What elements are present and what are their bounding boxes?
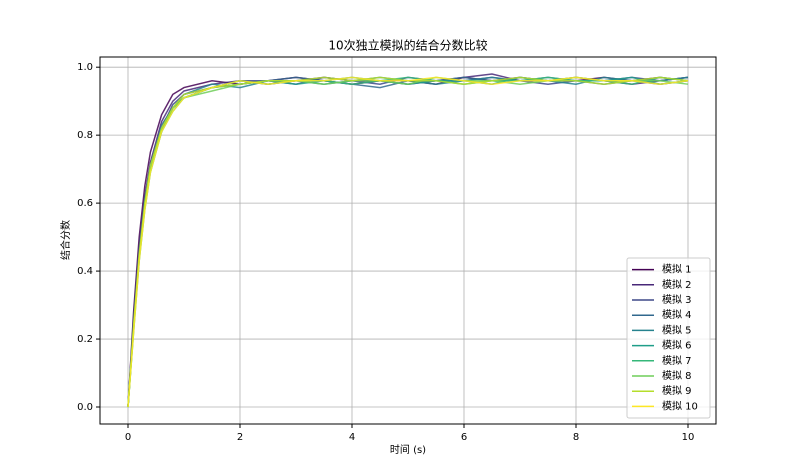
y-tick-label: 0.0 <box>77 402 93 413</box>
y-tick-label: 0.8 <box>77 130 93 141</box>
y-axis-label: 结合分数 <box>59 220 72 260</box>
y-tick-label: 0.2 <box>77 334 93 345</box>
x-tick-label: 4 <box>349 432 355 443</box>
x-tick-label: 2 <box>237 432 243 443</box>
series-line <box>127 76 689 408</box>
legend-label: 模拟 4 <box>662 308 692 321</box>
x-tick-label: 6 <box>461 432 467 443</box>
x-tick-label: 10 <box>682 432 695 443</box>
plot-frame <box>99 56 717 425</box>
legend-label: 模拟 7 <box>662 354 692 367</box>
legend-label: 模拟 9 <box>662 384 692 397</box>
legend-label: 模拟 2 <box>662 278 692 291</box>
legend-label: 模拟 5 <box>662 323 692 336</box>
chart-title: 10次独立模拟的结合分数比较 <box>328 38 487 53</box>
y-tick-label: 0.4 <box>77 266 93 277</box>
y-tick-label: 0.6 <box>77 198 93 209</box>
legend: 模拟 1 模拟 2 模拟 3 模拟 4 模拟 5 模拟 6 模拟 7 模拟 8 模拟 9 模拟 1… <box>626 257 711 419</box>
legend-label: 模拟 8 <box>662 369 692 382</box>
y-tick-label: 1.0 <box>77 62 93 73</box>
legend-label: 模拟 1 <box>662 263 692 276</box>
legend-box <box>626 257 711 419</box>
legend-label: 模拟 10 <box>662 399 698 412</box>
x-tick-label: 0 <box>125 432 131 443</box>
legend-label: 模拟 3 <box>662 293 692 306</box>
x-axis-label: 时间 (s) <box>390 443 426 456</box>
x-tick-label: 8 <box>573 432 579 443</box>
legend-label: 模拟 6 <box>662 339 692 352</box>
